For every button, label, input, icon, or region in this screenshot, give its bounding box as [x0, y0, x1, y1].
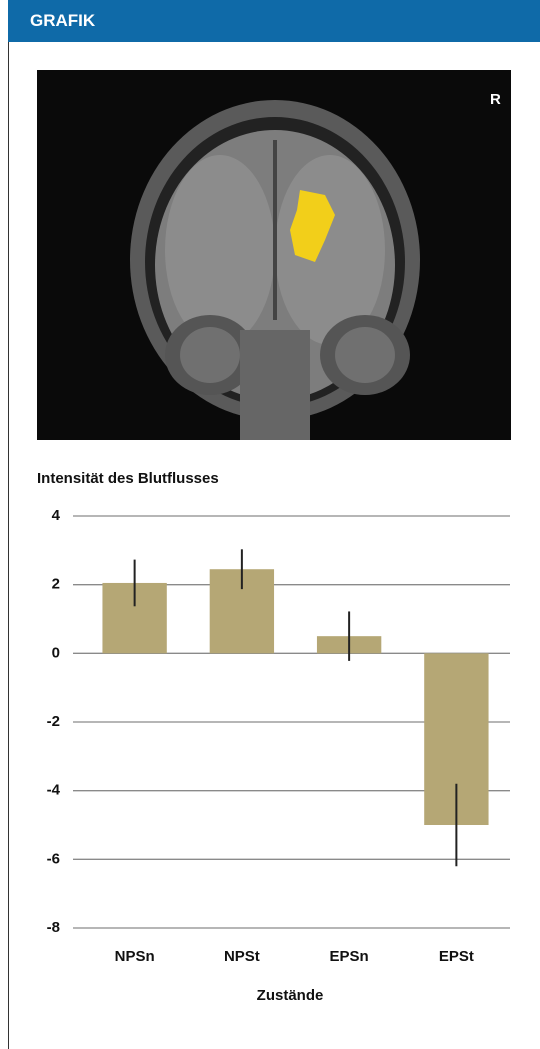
x-tick-label: NPSt [224, 948, 260, 965]
x-tick-label: NPSn [115, 948, 155, 965]
y-tick-label: -4 [47, 782, 61, 799]
y-tick-label: 4 [52, 507, 61, 524]
x-tick-label: EPSt [439, 948, 474, 965]
y-tick-label: -6 [47, 850, 60, 867]
y-tick-label: 2 [52, 576, 60, 593]
image-label: R [490, 91, 501, 108]
x-tick-label: EPSn [330, 948, 369, 965]
y-axis-title: Intensität des Blutflusses [37, 470, 219, 487]
y-tick-label: -8 [47, 919, 60, 936]
chart: R Intensität des Blutflusses Zustände 4 2… [0, 0, 540, 1049]
y-tick-label: 0 [52, 644, 60, 661]
x-axis-title: Zustände [257, 987, 324, 1004]
y-tick-label: -2 [47, 713, 60, 730]
mri-image: R [37, 70, 511, 440]
page: GRAFIK R Intensität des Blutflusses Zust… [0, 0, 540, 1049]
